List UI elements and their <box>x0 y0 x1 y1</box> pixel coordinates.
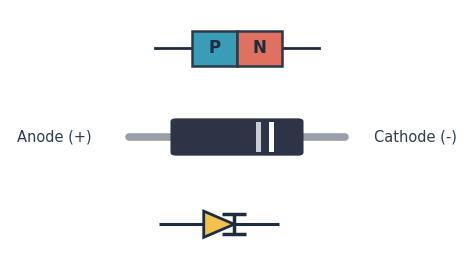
Text: Anode (+): Anode (+) <box>17 130 91 144</box>
Text: N: N <box>252 39 266 58</box>
FancyBboxPatch shape <box>171 118 303 156</box>
Text: Cathode (-): Cathode (-) <box>374 130 457 144</box>
FancyBboxPatch shape <box>237 31 282 66</box>
Polygon shape <box>204 211 234 237</box>
FancyBboxPatch shape <box>255 122 261 152</box>
Text: P: P <box>209 39 221 58</box>
FancyBboxPatch shape <box>269 122 274 152</box>
FancyBboxPatch shape <box>192 31 237 66</box>
